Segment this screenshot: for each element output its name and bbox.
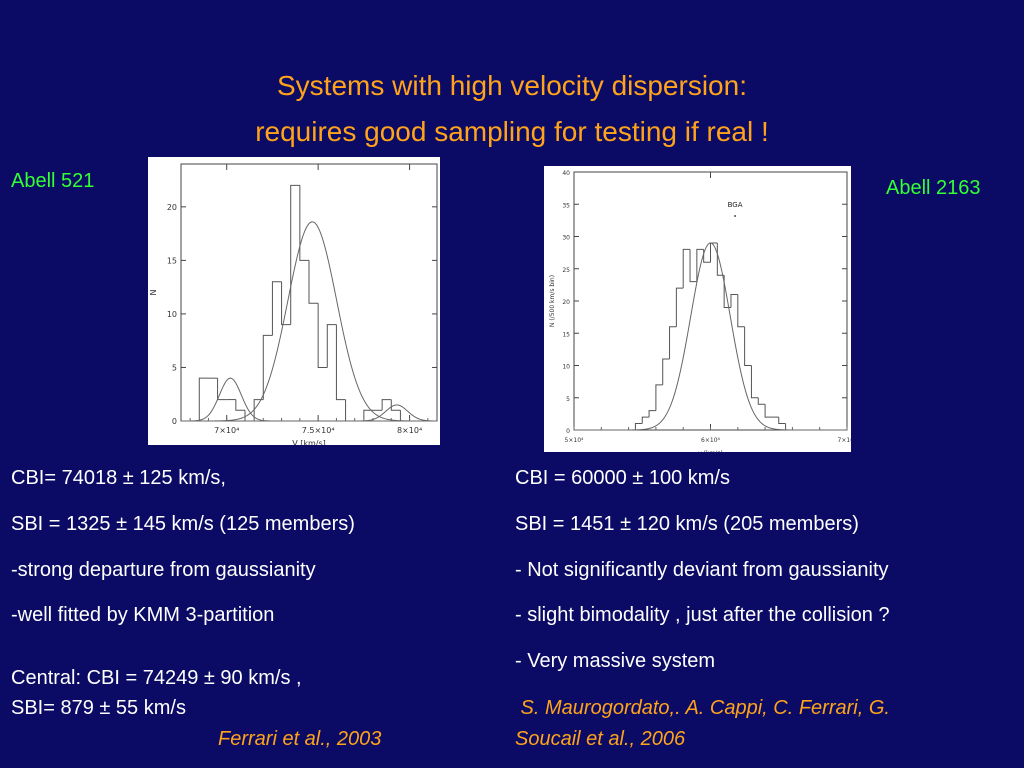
histogram-bin xyxy=(326,324,337,368)
histogram-bin xyxy=(778,417,786,425)
y-axis-label: N xyxy=(149,289,158,295)
histogram-bin xyxy=(716,242,725,276)
left-note-2: -well fitted by KMM 3-partition xyxy=(11,604,275,626)
annotation-marker xyxy=(734,215,736,217)
slide-title-line1: Systems with high velocity dispersion: xyxy=(277,70,747,101)
histogram-bin xyxy=(730,294,738,308)
y-tick-label: 10 xyxy=(167,310,177,319)
histogram-bin xyxy=(737,294,745,328)
histogram-bin xyxy=(317,303,328,368)
histogram-bin xyxy=(345,399,355,422)
histogram-bin xyxy=(390,399,401,411)
y-tick-label: 5 xyxy=(172,363,177,372)
gaussian-fit-curve xyxy=(574,242,847,431)
histogram-bin xyxy=(381,399,392,411)
histogram-bin xyxy=(675,287,684,327)
histogram-bin xyxy=(198,377,209,421)
histogram-bin xyxy=(308,260,319,304)
y-tick-label: 20 xyxy=(562,299,570,306)
histogram-bin xyxy=(363,409,373,421)
right-note-1: - Not significantly deviant from gaussia… xyxy=(515,559,889,581)
histogram-bin xyxy=(281,281,291,326)
histogram-bin xyxy=(655,384,663,411)
histogram-bin xyxy=(662,358,670,385)
plot-frame xyxy=(573,171,848,431)
histogram-bin xyxy=(271,281,282,336)
left-note-1: -strong departure from gaussianity xyxy=(11,559,316,581)
histogram-bin xyxy=(290,184,300,325)
y-tick-label: 20 xyxy=(167,203,177,212)
chart-abell-521-svg: 0 5 10 15 20 7×10⁴ 7.5×10⁴ 8×10⁴ V [km/s] N xyxy=(149,163,438,445)
right-sbi: SBI = 1451 ± 120 km/s (205 members) xyxy=(515,513,859,535)
y-tick-label: 15 xyxy=(167,256,177,265)
histogram-bin xyxy=(648,410,656,418)
y-tick-label: 30 xyxy=(562,235,570,242)
annotation-label: BGA xyxy=(728,201,743,209)
x-axis-label: v (km/s) xyxy=(698,450,723,452)
x-tick-label: 7.5×10⁴ xyxy=(302,426,335,435)
histogram-bin xyxy=(689,249,697,283)
left-citation: Ferrari et al., 2003 xyxy=(218,728,382,750)
gaussian-fit-curve xyxy=(181,404,438,422)
y-tick-label: 35 xyxy=(562,202,570,209)
histogram-bin xyxy=(669,326,677,360)
histogram-bin xyxy=(682,248,691,289)
histogram-bin xyxy=(757,397,766,405)
x-tick-label: 6×10⁴ xyxy=(701,437,720,444)
histogram-bin xyxy=(744,326,752,366)
histogram-bin xyxy=(335,324,346,401)
right-note-3: - Very massive system xyxy=(515,650,716,672)
y-tick-label: 25 xyxy=(562,267,570,274)
right-citation-2: Soucail et al., 2006 xyxy=(515,728,686,750)
histogram-bin xyxy=(253,399,264,421)
left-central-2: SBI= 879 ± 55 km/s xyxy=(11,697,186,719)
gaussian-fit-curve xyxy=(181,221,437,422)
x-tick-label: 5×10⁴ xyxy=(565,437,584,444)
histogram-bin xyxy=(634,423,643,430)
right-note-2: - slight bimodality , just after the col… xyxy=(515,604,890,626)
x-axis-label: V [km/s] xyxy=(292,439,326,445)
chart-abell-2163: 0 5 10 15 20 25 30 35 40 5×10⁴ 6×10⁴ 7×10⁴ v (km/s) N… xyxy=(544,166,851,452)
slide-title-line2: requires good sampling for testing if re… xyxy=(255,116,769,147)
histogram-bin xyxy=(764,404,772,418)
left-central-1: Central: CBI = 74249 ± 90 km/s , xyxy=(11,667,302,689)
y-tick-label: 5 xyxy=(566,396,570,403)
y-tick-label: 15 xyxy=(562,331,570,338)
cluster-label-right: Abell 2163 xyxy=(886,177,981,199)
right-cbi: CBI = 60000 ± 100 km/s xyxy=(515,467,730,489)
left-sbi: SBI = 1325 ± 145 km/s (125 members) xyxy=(11,513,355,535)
x-tick-label: 7×10⁴ xyxy=(214,426,239,435)
cluster-label-left: Abell 521 xyxy=(11,170,95,192)
histogram-bin xyxy=(299,185,309,261)
y-tick-label: 40 xyxy=(562,170,570,177)
y-tick-label: 10 xyxy=(562,364,570,371)
histogram-bin xyxy=(696,248,704,282)
x-tick-label: 7×10⁴ xyxy=(838,437,851,444)
y-tick-label: 0 xyxy=(172,417,177,426)
histogram-bin xyxy=(235,399,245,411)
left-cbi: CBI= 74018 ± 125 km/s, xyxy=(11,467,226,489)
chart-abell-2163-svg: 0 5 10 15 20 25 30 35 40 5×10⁴ 6×10⁴ 7×10⁴ v (km/s) N… xyxy=(549,170,851,452)
histogram-bin xyxy=(262,334,273,400)
histogram-bin xyxy=(641,416,650,424)
histogram-bin xyxy=(750,365,759,399)
x-tick-label: 8×10⁴ xyxy=(397,426,422,435)
right-citation-1: S. Maurogordato,. A. Cappi, C. Ferrari, … xyxy=(515,697,890,719)
y-axis-label: N (/500 km/s bin) xyxy=(549,275,556,327)
chart-abell-521: 0 5 10 15 20 7×10⁴ 7.5×10⁴ 8×10⁴ V [km/s] N xyxy=(148,157,440,445)
y-tick-label: 0 xyxy=(566,428,570,435)
